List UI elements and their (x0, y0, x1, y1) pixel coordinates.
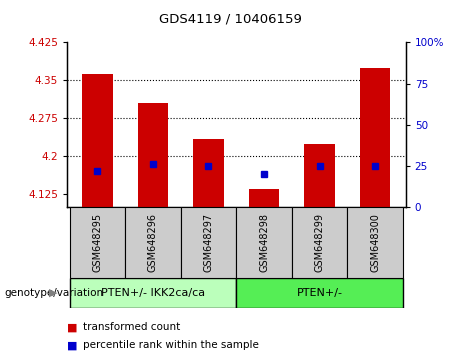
Text: GSM648300: GSM648300 (370, 213, 380, 272)
Text: ■: ■ (67, 322, 77, 332)
Text: GSM648299: GSM648299 (314, 213, 325, 272)
Bar (249, 189, 279, 207)
Bar (138, 103, 168, 207)
Bar (181, 207, 236, 278)
Text: GDS4119 / 10406159: GDS4119 / 10406159 (159, 12, 302, 25)
Text: GSM648296: GSM648296 (148, 213, 158, 272)
Text: PTEN+/- IKK2ca/ca: PTEN+/- IKK2ca/ca (101, 288, 205, 298)
Bar (304, 144, 335, 207)
Text: PTEN+/-: PTEN+/- (296, 288, 343, 298)
Bar (82, 74, 112, 207)
Text: transformed count: transformed count (83, 322, 180, 332)
Text: GSM648297: GSM648297 (203, 213, 213, 272)
Bar (70, 278, 236, 308)
Bar (125, 207, 181, 278)
Text: ■: ■ (67, 340, 77, 350)
Text: GSM648295: GSM648295 (92, 213, 102, 272)
Bar (70, 207, 125, 278)
Bar (193, 139, 224, 207)
Bar (360, 68, 390, 207)
Text: percentile rank within the sample: percentile rank within the sample (83, 340, 259, 350)
Text: ▶: ▶ (49, 288, 58, 298)
Text: GSM648298: GSM648298 (259, 213, 269, 272)
Text: genotype/variation: genotype/variation (5, 288, 104, 298)
Bar (292, 207, 347, 278)
Bar (347, 207, 403, 278)
Bar (236, 278, 403, 308)
Bar (236, 207, 292, 278)
